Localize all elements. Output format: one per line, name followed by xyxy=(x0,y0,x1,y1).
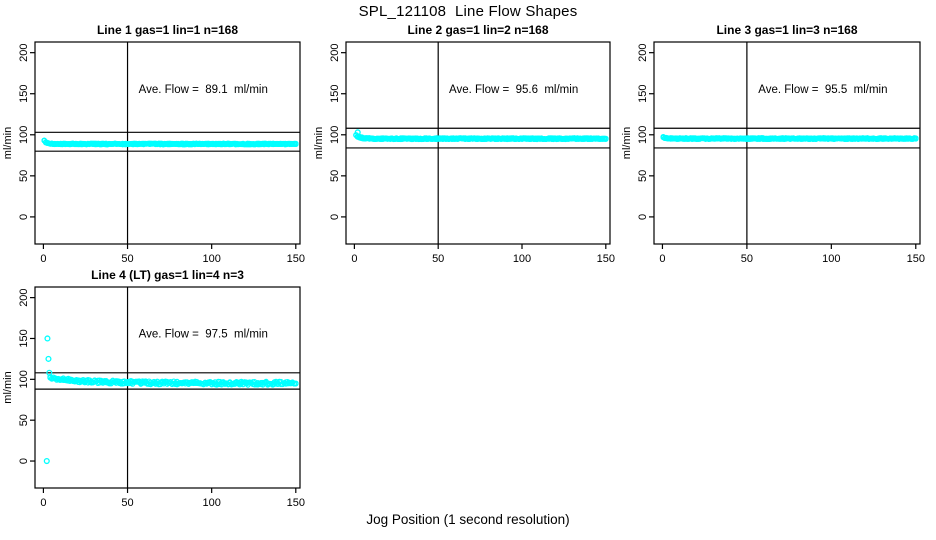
y-tick-label: 200 xyxy=(18,288,30,306)
y-tick-label: 50 xyxy=(18,414,30,426)
y-axis-title: ml/min xyxy=(621,127,633,159)
x-tick-label: 0 xyxy=(40,497,46,509)
x-tick-label: 0 xyxy=(40,253,46,265)
x-tick-label: 150 xyxy=(287,253,305,265)
y-tick-label: 200 xyxy=(329,43,341,61)
plot-box xyxy=(34,41,301,245)
y-axis-title: ml/min xyxy=(2,127,14,159)
data-point xyxy=(292,141,299,148)
data-point xyxy=(603,135,609,142)
x-tick-label: 100 xyxy=(202,497,220,509)
x-tick-label: 100 xyxy=(202,253,220,265)
subplot-title: Line 4 (LT) gas=1 lin=4 n=3 xyxy=(91,268,244,282)
y-tick-label: 0 xyxy=(18,458,30,464)
outlier-point xyxy=(354,129,361,136)
x-tick-label: 50 xyxy=(741,253,753,265)
y-tick-label: 100 xyxy=(637,126,649,144)
x-tick-label: 100 xyxy=(822,253,840,265)
average-flow-annotation: Ave. Flow = 97.5 ml/min xyxy=(139,329,268,341)
y-tick-label: 150 xyxy=(18,85,30,103)
y-tick-label: 0 xyxy=(329,214,341,220)
average-flow-annotation: Ave. Flow = 95.5 ml/min xyxy=(758,84,887,96)
x-axis-label: Jog Position (1 second resolution) xyxy=(366,512,570,527)
y-tick-label: 50 xyxy=(637,170,649,182)
y-tick-label: 50 xyxy=(18,170,30,182)
outlier-point xyxy=(43,457,50,465)
y-tick-label: 150 xyxy=(329,85,341,103)
x-tick-label: 50 xyxy=(121,253,133,265)
y-tick-label: 200 xyxy=(18,43,30,61)
y-axis-title: ml/min xyxy=(313,127,325,159)
outlier-point xyxy=(45,355,52,362)
average-flow-annotation: Ave. Flow = 89.1 ml/min xyxy=(139,84,268,96)
y-tick-label: 0 xyxy=(637,214,649,220)
y-tick-label: 100 xyxy=(18,126,30,144)
average-flow-annotation: Ave. Flow = 95.6 ml/min xyxy=(449,84,578,96)
figure-title: SPL_121108 Line Flow Shapes xyxy=(358,3,578,20)
outlier-point xyxy=(46,369,53,376)
subplot-title: Line 2 gas=1 lin=2 n=168 xyxy=(407,23,548,37)
x-tick-label: 50 xyxy=(121,497,133,509)
subplot-title: Line 1 gas=1 lin=1 n=168 xyxy=(97,23,238,37)
y-tick-label: 150 xyxy=(18,329,30,347)
x-tick-label: 100 xyxy=(513,253,531,265)
outlier-point xyxy=(44,335,51,342)
y-tick-label: 150 xyxy=(637,85,649,103)
y-tick-label: 0 xyxy=(18,214,30,220)
plot-box xyxy=(34,286,301,489)
x-tick-label: 150 xyxy=(287,497,305,509)
subplot-title: Line 3 gas=1 lin=3 n=168 xyxy=(716,23,857,37)
y-tick-label: 100 xyxy=(18,370,30,388)
y-axis-title: ml/min xyxy=(2,371,14,403)
y-tick-label: 50 xyxy=(329,170,341,182)
x-tick-label: 0 xyxy=(351,253,357,265)
x-tick-label: 0 xyxy=(659,253,665,265)
plot-box xyxy=(653,41,921,245)
data-point xyxy=(912,136,919,142)
y-tick-label: 100 xyxy=(329,126,341,144)
x-tick-label: 150 xyxy=(907,253,925,265)
y-tick-label: 200 xyxy=(637,43,649,61)
x-tick-label: 150 xyxy=(597,253,615,265)
plot-box xyxy=(345,41,611,245)
data-point xyxy=(292,380,299,387)
x-tick-label: 50 xyxy=(432,253,444,265)
